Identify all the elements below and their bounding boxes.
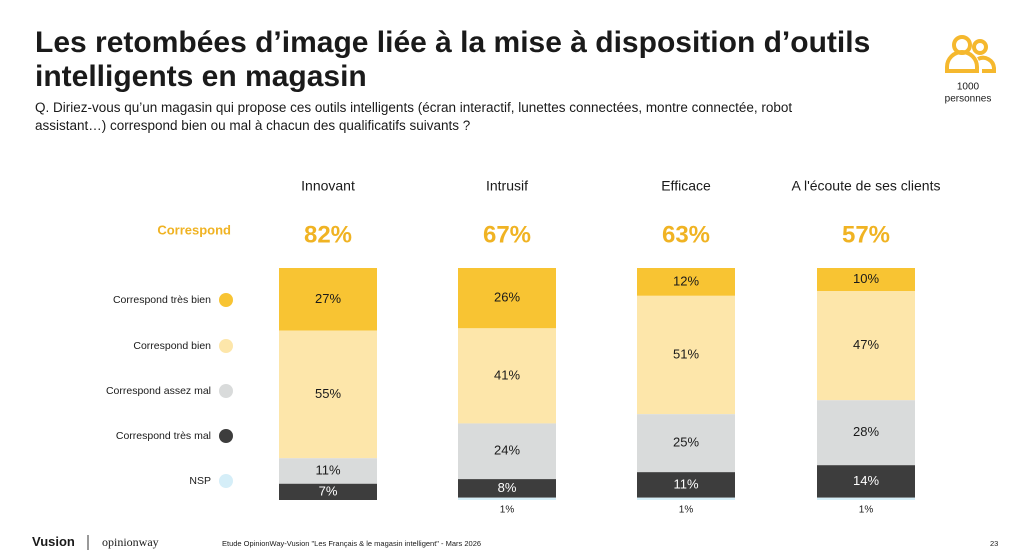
bar-segment xyxy=(817,268,915,292)
bar-segment xyxy=(817,400,915,466)
people-icon xyxy=(945,35,996,73)
bar-segment xyxy=(637,268,735,296)
bar-segment xyxy=(458,268,556,329)
legend-swatch xyxy=(219,429,233,443)
bar-segment xyxy=(279,483,377,500)
value-label: 25% xyxy=(673,435,699,450)
brand: Vusion xyxy=(32,534,75,549)
bar-segment xyxy=(637,295,735,415)
chart-title: intelligents en magasin xyxy=(35,60,367,93)
category-label: Intrusif xyxy=(486,178,528,194)
legend-swatch xyxy=(219,293,233,307)
bar-segment xyxy=(458,497,556,500)
question: Q. Diriez-vous qu’un magasin qui propose… xyxy=(35,100,792,115)
category-label: Innovant xyxy=(301,178,355,194)
value-label: 1% xyxy=(500,505,515,516)
legend-label: Correspond assez mal xyxy=(106,385,211,397)
value-label: 8% xyxy=(498,480,517,495)
category-label: A l'écoute de ses clients xyxy=(792,178,941,194)
brand: opinionway xyxy=(102,535,159,549)
value-label: 41% xyxy=(494,367,520,382)
bar-segment xyxy=(458,479,556,498)
bar-segment xyxy=(817,291,915,401)
bar-segment xyxy=(637,414,735,473)
question: assistant…) correspond bien ou mal à cha… xyxy=(35,118,470,133)
value-label: 1% xyxy=(859,505,874,516)
bar-segment xyxy=(279,268,377,331)
bar-segment xyxy=(279,458,377,484)
total-label: Correspond xyxy=(157,222,231,237)
value-label: 27% xyxy=(315,291,341,306)
value-label: 24% xyxy=(494,443,520,458)
total-value: 57% xyxy=(842,221,890,248)
value-label: 11% xyxy=(315,462,340,477)
value-label: 51% xyxy=(673,346,699,361)
total-value: 82% xyxy=(304,221,352,248)
page-number: 23 xyxy=(990,539,998,548)
bar-segment xyxy=(637,497,735,500)
legend-swatch xyxy=(219,339,233,353)
bar-segment xyxy=(817,465,915,498)
value-label: 14% xyxy=(853,473,879,488)
value-label: 10% xyxy=(853,271,879,286)
total-value: 67% xyxy=(483,221,531,248)
bar-segment xyxy=(637,472,735,498)
chart-title: Les retombées d’image liée à la mise à d… xyxy=(35,26,870,59)
value-label: 26% xyxy=(494,290,520,305)
value-label: 7% xyxy=(319,483,338,498)
value-label: 47% xyxy=(853,337,879,352)
legend-swatch xyxy=(219,474,233,488)
bar-segment xyxy=(279,330,377,459)
value-label: 11% xyxy=(673,476,698,491)
bar-segment xyxy=(458,423,556,480)
legend-label: Correspond très mal xyxy=(116,430,211,442)
value-label: 12% xyxy=(673,273,699,288)
legend-swatch xyxy=(219,384,233,398)
sample-size: 1000 xyxy=(957,82,980,93)
bar-segment xyxy=(817,497,915,500)
total-value: 63% xyxy=(662,221,710,248)
category-label: Efficace xyxy=(661,178,711,194)
sample-label: personnes xyxy=(945,94,992,105)
value-label: 28% xyxy=(853,424,879,439)
value-label: 55% xyxy=(315,386,341,401)
source: Etude OpinionWay-Vusion "Les Français & … xyxy=(222,539,481,548)
value-label: 1% xyxy=(679,505,694,516)
legend-label: Correspond très bien xyxy=(113,294,211,306)
legend-label: NSP xyxy=(189,475,211,487)
legend-label: Correspond bien xyxy=(133,340,211,352)
bar-segment xyxy=(458,328,556,424)
